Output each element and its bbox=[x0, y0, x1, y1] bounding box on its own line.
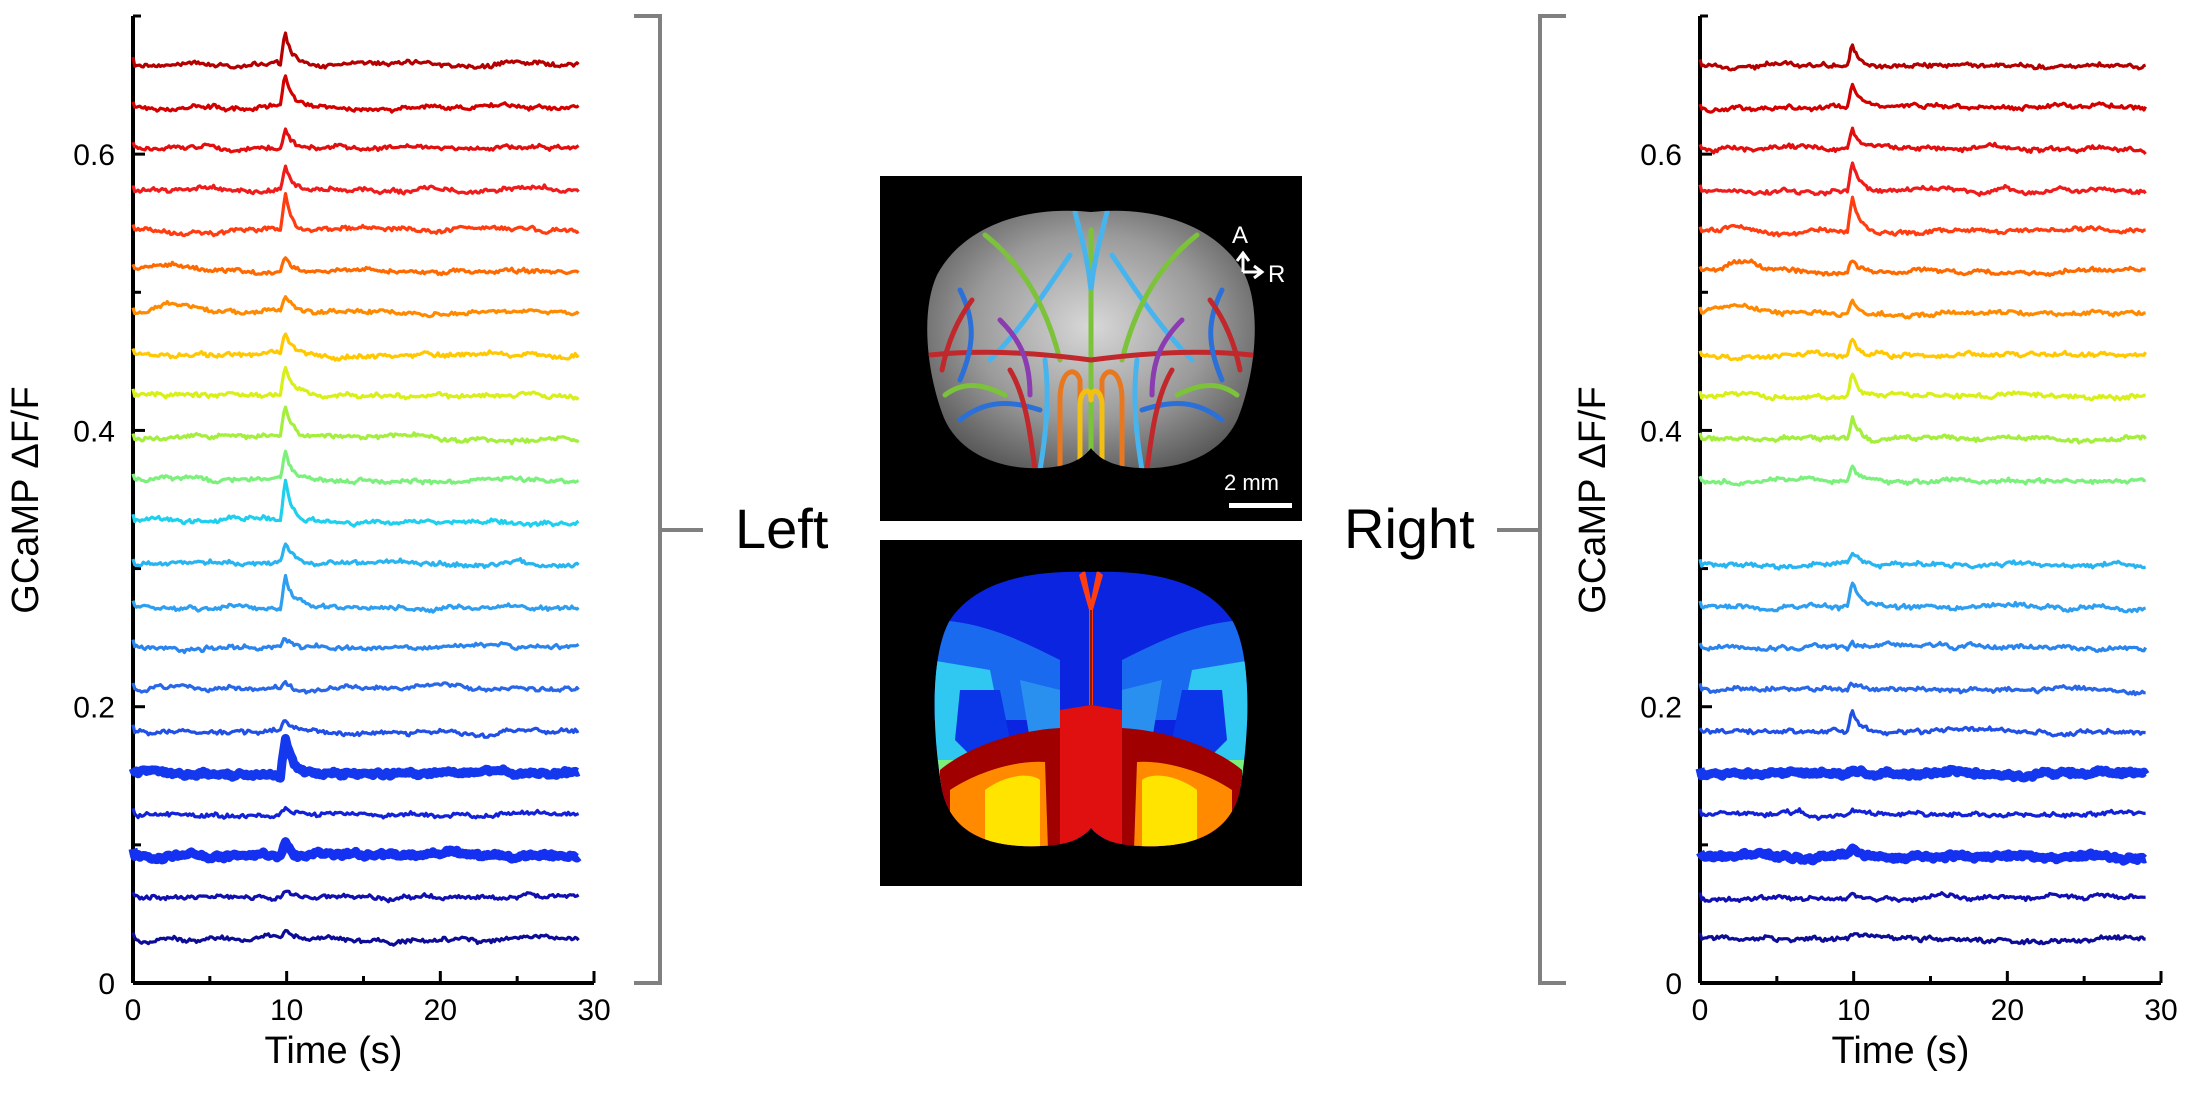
trace-line bbox=[131, 405, 580, 446]
x-tick-label: 30 bbox=[2144, 994, 2177, 1027]
trace-line bbox=[1698, 932, 2146, 946]
trace-line bbox=[1698, 551, 2147, 571]
trace-line bbox=[1698, 581, 2146, 614]
y-tick-label: 0.2 bbox=[1640, 692, 1682, 725]
trace-line bbox=[131, 805, 580, 820]
cortex-photo bbox=[927, 210, 1255, 469]
trace-line bbox=[1698, 372, 2146, 402]
trace-line bbox=[131, 365, 580, 401]
trace-line bbox=[131, 332, 580, 362]
trace-line bbox=[1698, 126, 2147, 156]
y-tick-label: 0.4 bbox=[73, 415, 115, 448]
trace-line bbox=[1698, 681, 2146, 697]
y-tick-label: 0.2 bbox=[73, 692, 115, 725]
trace-line bbox=[1698, 891, 2146, 904]
x-tick-label: 30 bbox=[577, 994, 610, 1027]
trace-line bbox=[128, 837, 582, 865]
y-tick-label: 0.4 bbox=[1640, 415, 1682, 448]
region-map bbox=[934, 571, 1248, 847]
trace-line bbox=[131, 478, 580, 528]
trace-line bbox=[131, 449, 580, 486]
brain-images: A R 2 mm bbox=[880, 176, 1302, 886]
trace-line bbox=[131, 636, 580, 655]
trace-line bbox=[131, 928, 580, 947]
trace-line bbox=[131, 74, 580, 114]
left-bracket bbox=[634, 14, 703, 985]
scale-bar bbox=[1229, 503, 1292, 508]
trace-line bbox=[1698, 195, 2146, 238]
trace-line bbox=[1698, 807, 2146, 821]
left-label: Left bbox=[735, 497, 829, 560]
y-axis-label: GCaMP ΔF/F bbox=[1572, 386, 1614, 613]
trace-line bbox=[1698, 43, 2147, 72]
trace-line bbox=[1698, 464, 2146, 487]
y-tick-label: 0.6 bbox=[1640, 139, 1682, 172]
trace-line bbox=[131, 542, 580, 570]
trace-line bbox=[1698, 639, 2148, 654]
trace-line bbox=[131, 719, 580, 739]
y-axis-label: GCaMP ΔF/F bbox=[5, 386, 47, 613]
trace-line bbox=[128, 734, 582, 783]
trace-line bbox=[1698, 298, 2146, 320]
x-axis-label: Time (s) bbox=[265, 1030, 403, 1072]
trace-line bbox=[131, 889, 580, 904]
trace-line bbox=[1698, 82, 2148, 114]
trace-line bbox=[1698, 337, 2148, 362]
x-tick-label: 20 bbox=[424, 994, 457, 1027]
x-tick-label: 10 bbox=[1837, 994, 1870, 1027]
trace-line bbox=[131, 127, 580, 154]
trace-line bbox=[1698, 415, 2147, 445]
scale-bar-label: 2 mm bbox=[1224, 470, 1279, 495]
trace-line bbox=[1695, 764, 2150, 783]
orientation-arrows bbox=[1235, 250, 1265, 280]
trace-line bbox=[131, 31, 580, 70]
trace-line bbox=[1696, 843, 2149, 866]
y-tick-label: 0.6 bbox=[73, 139, 115, 172]
trace-line bbox=[1698, 709, 2146, 738]
trace-line bbox=[1698, 161, 2147, 197]
x-tick-label: 0 bbox=[125, 994, 142, 1027]
trace-line bbox=[131, 679, 580, 695]
orient-label-r: R bbox=[1268, 261, 1285, 288]
trace-line bbox=[131, 192, 580, 238]
trace-line bbox=[131, 295, 580, 319]
trace-line bbox=[131, 164, 580, 196]
x-tick-label: 0 bbox=[1692, 994, 1709, 1027]
orient-label-a: A bbox=[1232, 222, 1248, 249]
right-bracket bbox=[1497, 14, 1566, 985]
trace-line bbox=[1698, 258, 2146, 278]
trace-line bbox=[131, 573, 580, 614]
y-tick-label: 0 bbox=[98, 968, 115, 1001]
right-label: Right bbox=[1344, 497, 1475, 560]
x-axis-label: Time (s) bbox=[1832, 1030, 1970, 1072]
y-tick-label: 0 bbox=[1665, 968, 1682, 1001]
right-trace-chart: 0 0.2 0.4 0.6 0 10 20 30 Time (s) GCaMP ΔF/F bbox=[1572, 14, 2178, 1072]
trace-line bbox=[131, 256, 580, 277]
x-tick-label: 20 bbox=[1991, 994, 2024, 1027]
x-tick-label: 10 bbox=[270, 994, 303, 1027]
left-trace-chart: 0 0.2 0.4 0.6 0 10 20 30 Time (s) GCaMP ΔF/F bbox=[5, 14, 611, 1072]
